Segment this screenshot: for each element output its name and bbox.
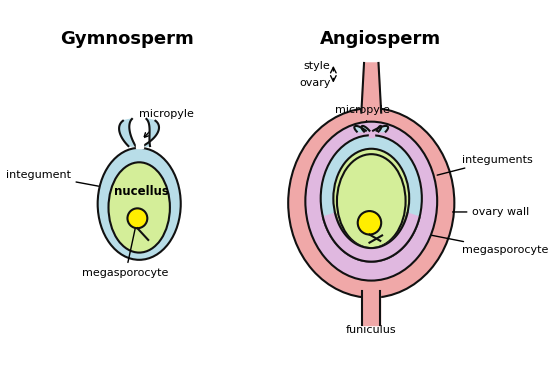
Ellipse shape: [109, 162, 170, 252]
Text: micropyle: micropyle: [335, 105, 390, 129]
Polygon shape: [361, 63, 381, 113]
Ellipse shape: [333, 149, 409, 248]
Text: megasporocyte: megasporocyte: [82, 221, 169, 278]
Polygon shape: [354, 126, 370, 132]
Polygon shape: [368, 126, 374, 137]
Text: Angiosperm: Angiosperm: [320, 30, 441, 47]
Polygon shape: [323, 213, 419, 262]
Text: integument: integument: [6, 170, 99, 186]
Text: micropyle: micropyle: [139, 109, 194, 137]
Ellipse shape: [97, 148, 181, 260]
Text: funiculus: funiculus: [346, 311, 396, 335]
Ellipse shape: [288, 108, 454, 298]
Circle shape: [128, 208, 147, 228]
Polygon shape: [362, 291, 380, 325]
Polygon shape: [119, 119, 136, 146]
Ellipse shape: [321, 135, 422, 262]
Text: ovary wall: ovary wall: [452, 207, 530, 217]
Polygon shape: [136, 137, 143, 148]
Text: integuments: integuments: [437, 154, 533, 175]
Polygon shape: [143, 119, 159, 146]
Text: nucellus: nucellus: [114, 185, 169, 198]
Text: megasporocyte: megasporocyte: [385, 226, 549, 255]
Text: nucellus: nucellus: [344, 183, 399, 196]
Ellipse shape: [305, 122, 437, 281]
Ellipse shape: [337, 154, 405, 248]
Polygon shape: [373, 126, 388, 132]
Text: ovary: ovary: [299, 78, 330, 88]
Ellipse shape: [337, 154, 405, 248]
Text: style: style: [304, 61, 330, 71]
Text: Gymnosperm: Gymnosperm: [60, 30, 194, 47]
Circle shape: [358, 211, 381, 235]
